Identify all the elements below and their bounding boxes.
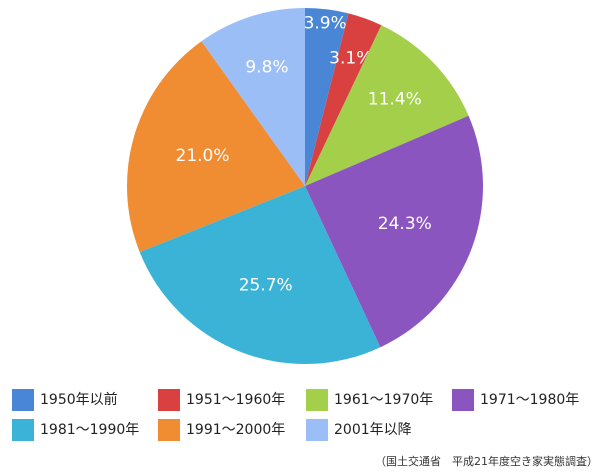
- legend-swatch: [158, 389, 180, 411]
- legend-swatch: [12, 389, 34, 411]
- pie-slice: [201, 8, 305, 186]
- legend-label: 1950年以前: [40, 391, 118, 408]
- pie-slice: [139, 186, 381, 365]
- slice-label: 3.1%: [329, 49, 372, 69]
- legend-swatch: [306, 389, 328, 411]
- legend-label: 1961〜1970年: [334, 392, 433, 408]
- legend-swatch: [12, 419, 34, 441]
- slice-label: 25.7%: [239, 275, 293, 295]
- slice-label: 3.9%: [304, 13, 347, 33]
- pie-slice: [305, 8, 349, 186]
- legend-label: 1981〜1990年: [40, 422, 139, 438]
- legend-label: 1971〜1980年: [480, 392, 579, 408]
- legend-label: 1991〜2000年: [186, 422, 285, 438]
- pie-slice: [305, 115, 484, 348]
- legend-swatch: [452, 389, 474, 411]
- pie-slice: [305, 25, 469, 186]
- legend-label: 2001年以降: [334, 422, 412, 438]
- legend-label: 1951〜1960年: [186, 392, 285, 408]
- source-note: （国土交通省 平成21年度空き家実態調査）: [375, 454, 598, 468]
- slice-label: 9.8%: [245, 57, 288, 77]
- legend-swatch: [158, 419, 180, 441]
- legend-swatch: [306, 419, 328, 441]
- slice-label: 21.0%: [176, 146, 230, 166]
- pie-slice: [126, 41, 305, 253]
- pie-slice: [305, 13, 382, 187]
- slice-label: 24.3%: [378, 214, 432, 234]
- slice-label: 11.4%: [368, 90, 422, 110]
